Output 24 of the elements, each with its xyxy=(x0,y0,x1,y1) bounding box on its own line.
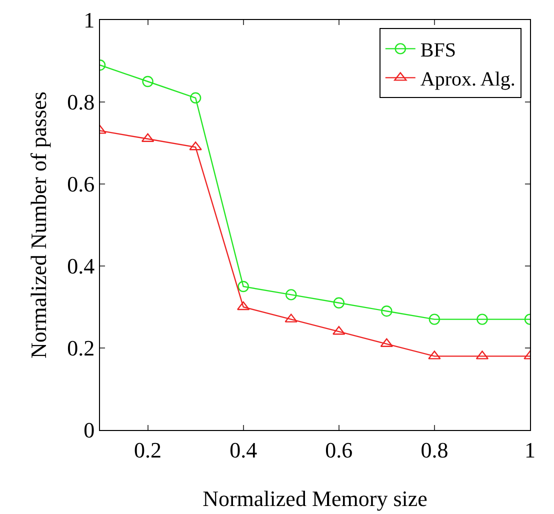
x-tick-label: 0.6 xyxy=(325,437,353,462)
y-tick-label: 0.4 xyxy=(67,254,95,279)
legend-label: BFS xyxy=(420,40,456,62)
x-axis-title: Normalized Memory size xyxy=(202,486,428,511)
point xyxy=(286,289,297,300)
x-tick-label: 0.4 xyxy=(230,437,258,462)
point xyxy=(428,314,440,325)
point xyxy=(238,280,249,292)
x-tick-label: 0.2 xyxy=(134,437,162,462)
point xyxy=(381,306,392,317)
y-tick-label: 0.2 xyxy=(67,336,95,361)
y-axis-title: Normalized Number of passes xyxy=(26,92,51,358)
y-tick-label: 1 xyxy=(84,8,95,33)
point xyxy=(236,301,250,310)
point xyxy=(333,297,344,308)
point xyxy=(190,92,202,104)
point xyxy=(476,314,488,325)
x-tick-label: 0.8 xyxy=(420,437,448,462)
y-tick-label: 0.8 xyxy=(67,90,95,115)
y-tick-label: 0.6 xyxy=(67,172,95,197)
legend-label: Aprox. Alg. xyxy=(420,68,516,90)
x-tick-label: 1 xyxy=(524,437,536,462)
y-tick-label: 0 xyxy=(84,418,95,443)
point xyxy=(142,76,154,88)
